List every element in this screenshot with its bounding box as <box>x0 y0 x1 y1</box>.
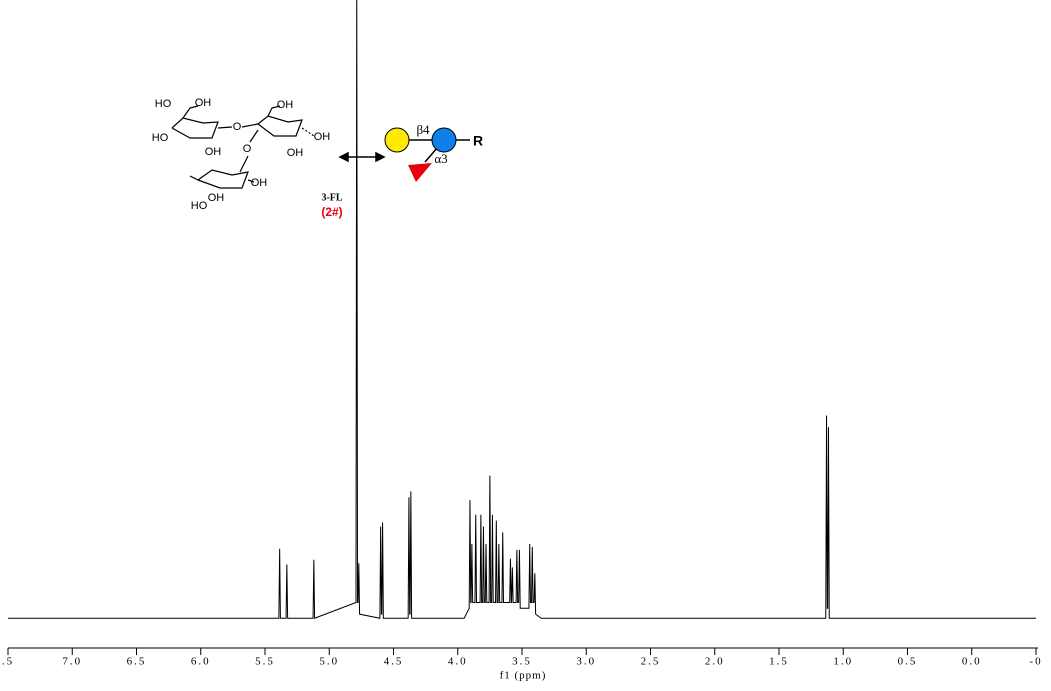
x-tick-label: 0.0 <box>962 656 982 668</box>
double-arrow <box>338 151 386 163</box>
structure-label: HO <box>191 200 208 212</box>
structure-label: O <box>243 143 252 155</box>
reducing-end-label: R <box>473 133 483 149</box>
compound-number: (2#) <box>321 205 342 219</box>
x-tick-label: 2.0 <box>705 656 725 668</box>
linkage-label: α3 <box>434 151 447 166</box>
x-tick-label: 6.0 <box>191 656 211 668</box>
x-axis-label: f1 (ppm) <box>500 670 547 682</box>
structure-label: OH <box>205 146 222 158</box>
compound-label: 3-FL <box>321 192 342 203</box>
x-tick-label: 2.5 <box>641 656 661 668</box>
structure-label: OH <box>277 99 294 111</box>
x-tick-label: 1.5 <box>769 656 789 668</box>
x-tick-label: 3.0 <box>576 656 596 668</box>
structure-label: HO <box>152 132 169 144</box>
x-tick-label: 5.5 <box>255 656 275 668</box>
x-tick-label: .5 <box>2 656 14 668</box>
x-tick-label: 7.0 <box>62 656 82 668</box>
structure-drawing <box>171 105 315 189</box>
x-tick-label: 0.5 <box>898 656 918 668</box>
structure-label: OH <box>251 177 268 189</box>
spectrum-line <box>8 0 1036 619</box>
structure-label: O <box>233 121 242 133</box>
x-tick-label: 4.0 <box>448 656 468 668</box>
structure-label: OH <box>208 192 225 204</box>
x-tick-label: 4.5 <box>384 656 404 668</box>
structure-label: HO <box>155 98 172 110</box>
structure-label: OH <box>195 97 212 109</box>
x-tick-label: 3.5 <box>512 656 532 668</box>
x-tick-label: -0 <box>1029 656 1042 668</box>
x-tick-label: 6.5 <box>127 656 147 668</box>
structure-label: OH <box>287 147 304 159</box>
glycan-symbol <box>384 127 470 182</box>
x-tick-label: 5.0 <box>319 656 339 668</box>
x-tick-label: 1.0 <box>833 656 853 668</box>
structure-label: OH <box>314 131 331 143</box>
linkage-label: β4 <box>416 122 430 137</box>
